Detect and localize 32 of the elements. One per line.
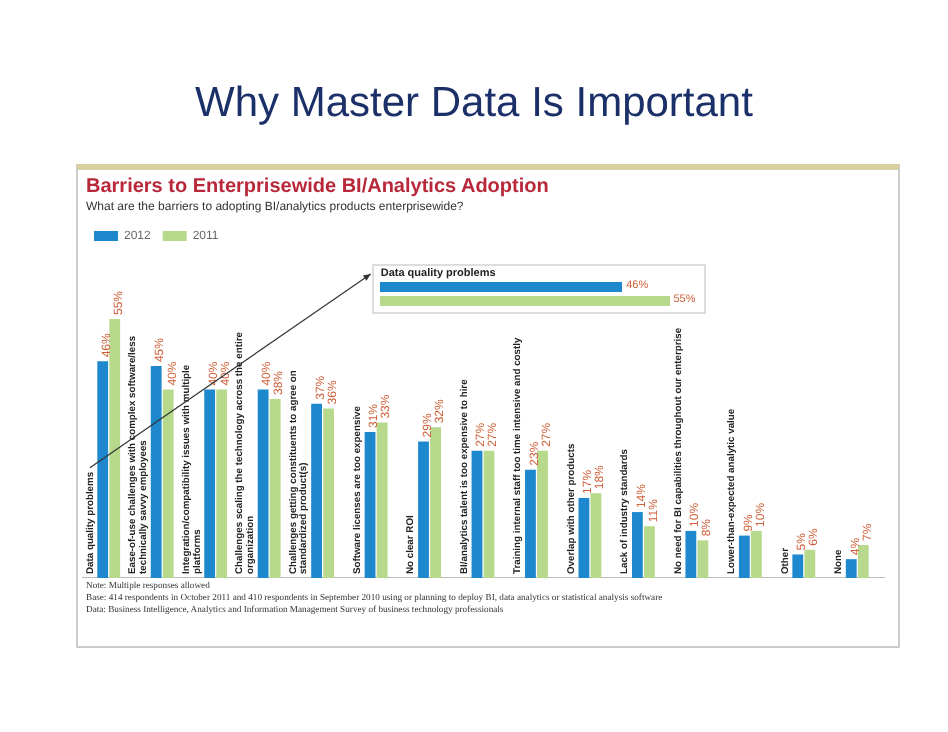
chart-title: Why Master Data Is Important — [193, 80, 755, 128]
bar — [578, 497, 590, 578]
bar — [216, 389, 228, 578]
bar — [471, 450, 483, 578]
bar — [418, 441, 429, 578]
bar — [162, 389, 174, 578]
bar — [685, 530, 697, 578]
bar — [644, 526, 655, 578]
bar — [792, 554, 804, 578]
bar — [483, 450, 495, 578]
bar — [150, 366, 162, 578]
bar — [311, 403, 322, 578]
bar — [537, 450, 548, 578]
bar — [257, 389, 269, 578]
chart-subtitle: Barriers to Enterprisewide BI/Analytics Adoption — [86, 176, 549, 198]
bar — [364, 432, 376, 578]
bar — [631, 512, 643, 578]
bar — [376, 422, 388, 578]
bar — [109, 318, 121, 578]
bar — [204, 389, 216, 578]
bar — [430, 427, 441, 578]
bar — [845, 559, 857, 578]
bar — [269, 399, 281, 578]
bar — [323, 408, 335, 578]
bar — [525, 469, 536, 578]
bar — [97, 361, 109, 578]
bar — [590, 493, 602, 578]
bar — [857, 545, 869, 578]
bar — [750, 530, 762, 578]
bar — [804, 549, 816, 578]
bar — [738, 535, 750, 578]
bar — [697, 540, 709, 578]
